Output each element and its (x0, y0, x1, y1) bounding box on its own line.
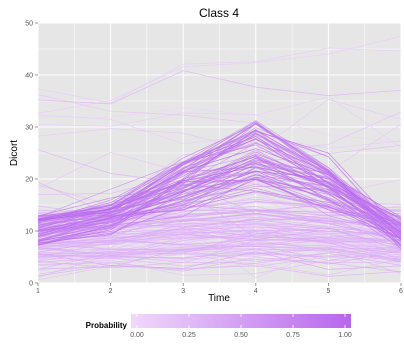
chart-title: Class 4 (199, 6, 239, 20)
series-line (38, 222, 401, 239)
series-line (38, 179, 401, 240)
series-line (38, 131, 401, 235)
series-line (38, 187, 401, 244)
series-line (38, 94, 401, 173)
series-line (38, 70, 401, 105)
series-line (38, 129, 401, 242)
y-tick-label: 30 (25, 125, 33, 132)
series-line (38, 47, 401, 104)
series-line (38, 160, 401, 240)
y-tick-label: 50 (25, 21, 33, 28)
y-axis: 0 10 20 30 40 50 (25, 21, 38, 288)
legend-title: Probability (86, 321, 128, 330)
series-line (38, 229, 401, 253)
series-line (38, 156, 401, 249)
series-line (38, 166, 401, 220)
y-tick-label: 0 (29, 281, 33, 288)
series-line (38, 258, 401, 281)
series-line (38, 136, 401, 233)
series-line (38, 177, 401, 240)
series-line (38, 179, 401, 231)
series-line (38, 229, 401, 251)
legend-tick-label: 0.00 (130, 332, 144, 339)
series-line (38, 239, 401, 248)
series-line (38, 107, 401, 143)
x-tick-label: 3 (181, 288, 185, 295)
series-line (38, 170, 401, 225)
series-line (38, 248, 401, 270)
series-line (38, 114, 401, 149)
series-line (38, 251, 401, 270)
x-tick-label: 5 (326, 288, 330, 295)
series-line (38, 257, 401, 276)
x-tick-label: 2 (109, 288, 113, 295)
probability-legend: Probability 0.00 0.25 0.50 0.75 1.00 (86, 314, 352, 339)
series-line (38, 223, 401, 244)
series-line (38, 229, 401, 247)
y-tick-label: 40 (25, 73, 33, 80)
y-axis-label: Dicort (9, 140, 20, 166)
x-tick-label: 4 (254, 288, 258, 295)
legend-ticks: 0.00 0.25 0.50 0.75 1.00 (130, 314, 352, 339)
legend-tick-label: 0.25 (182, 332, 196, 339)
series-line (38, 184, 401, 234)
series-line (38, 253, 401, 263)
series-line (38, 227, 401, 247)
series-line (38, 144, 401, 233)
series-line (38, 170, 401, 237)
series-line (38, 170, 401, 232)
series-line (38, 156, 401, 246)
y-tick-label: 20 (25, 177, 33, 184)
series-line (38, 241, 401, 258)
x-axis-label: Time (208, 293, 230, 304)
y-tick-label: 10 (25, 229, 33, 236)
series-line (38, 96, 401, 148)
x-axis: 1 2 3 4 5 6 (36, 283, 403, 295)
series-line (38, 243, 401, 254)
legend-tick-label: 1.00 (338, 332, 352, 339)
series-line (38, 219, 401, 244)
series-lines (38, 35, 401, 281)
legend-colorbar (131, 314, 351, 328)
series-line (38, 256, 401, 273)
series-line (38, 163, 401, 245)
x-tick-label: 1 (36, 288, 40, 295)
series-line (38, 178, 401, 232)
series-line (38, 157, 401, 244)
series-line (38, 153, 401, 233)
x-tick-label: 6 (399, 288, 403, 295)
series-line (38, 148, 401, 221)
series-line (38, 99, 401, 153)
series-line (38, 222, 401, 255)
series-line (38, 122, 401, 243)
legend-tick-label: 0.50 (234, 332, 248, 339)
series-line (38, 248, 401, 265)
series-line (38, 255, 401, 265)
series-line (38, 244, 401, 261)
series-line (38, 35, 401, 114)
legend-tick-label: 0.75 (286, 332, 300, 339)
